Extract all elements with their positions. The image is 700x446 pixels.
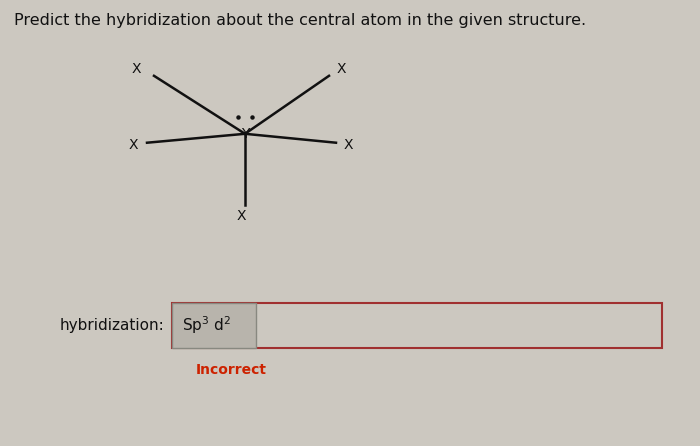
Text: Incorrect: Incorrect (196, 363, 267, 377)
Text: hybridization:: hybridization: (60, 318, 164, 333)
Text: X: X (128, 138, 138, 152)
FancyBboxPatch shape (172, 303, 256, 348)
Text: X: X (237, 209, 246, 223)
Text: X: X (344, 138, 354, 152)
Text: Sp$^3$ d$^2$: Sp$^3$ d$^2$ (182, 315, 231, 336)
Text: Y: Y (241, 127, 249, 141)
Text: X: X (132, 62, 141, 76)
Text: Predict the hybridization about the central atom in the given structure.: Predict the hybridization about the cent… (14, 13, 586, 29)
FancyBboxPatch shape (172, 303, 662, 348)
Text: X: X (337, 62, 346, 76)
